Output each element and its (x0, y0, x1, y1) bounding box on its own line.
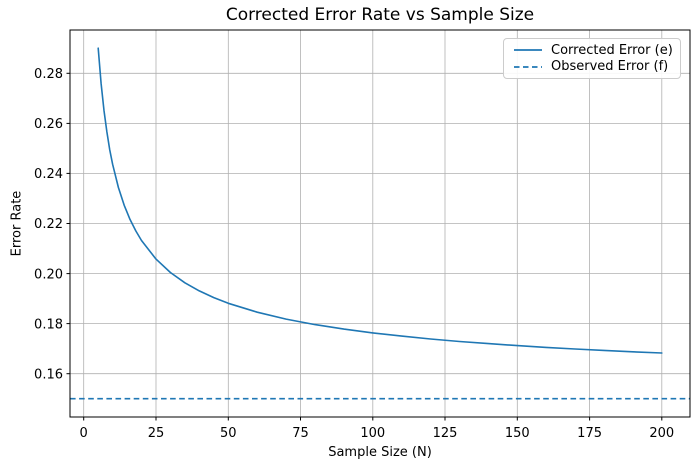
x-tick-label: 200 (649, 426, 674, 441)
x-axis-label: Sample Size (N) (328, 445, 432, 460)
legend-label-observed-error: Observed Error (f) (551, 59, 669, 75)
y-tick-label: 0.22 (34, 217, 63, 232)
x-tick-label: 150 (505, 426, 530, 441)
x-tick-label: 0 (80, 426, 88, 441)
y-tick-label: 0.16 (34, 367, 63, 382)
y-tick-label: 0.28 (34, 67, 63, 82)
y-tick-label: 0.24 (34, 167, 63, 182)
y-tick-label: 0.20 (34, 267, 63, 282)
x-tick-label: 100 (360, 426, 385, 441)
x-tick-label: 175 (577, 426, 602, 441)
x-tick-label: 25 (148, 426, 165, 441)
x-tick-label: 75 (292, 426, 309, 441)
chart-title: Corrected Error Rate vs Sample Size (225, 5, 535, 25)
legend-item-observed-error: Observed Error (f) (504, 59, 680, 74)
x-tick-label: 125 (433, 426, 458, 441)
y-tick-label: 0.18 (34, 317, 63, 332)
solid-line-icon (514, 49, 542, 52)
x-tick-label: 50 (220, 426, 237, 441)
legend: Corrected Error (e) Observed Error (f) (503, 38, 681, 79)
legend-item-corrected-error: Corrected Error (e) (504, 43, 680, 58)
y-tick-label: 0.26 (34, 117, 63, 132)
legend-label-corrected-error: Corrected Error (e) (551, 42, 673, 58)
corrected-error-line (97, 47, 663, 354)
y-axis-label: Error Rate (9, 190, 25, 257)
dashed-line-icon (514, 65, 542, 68)
